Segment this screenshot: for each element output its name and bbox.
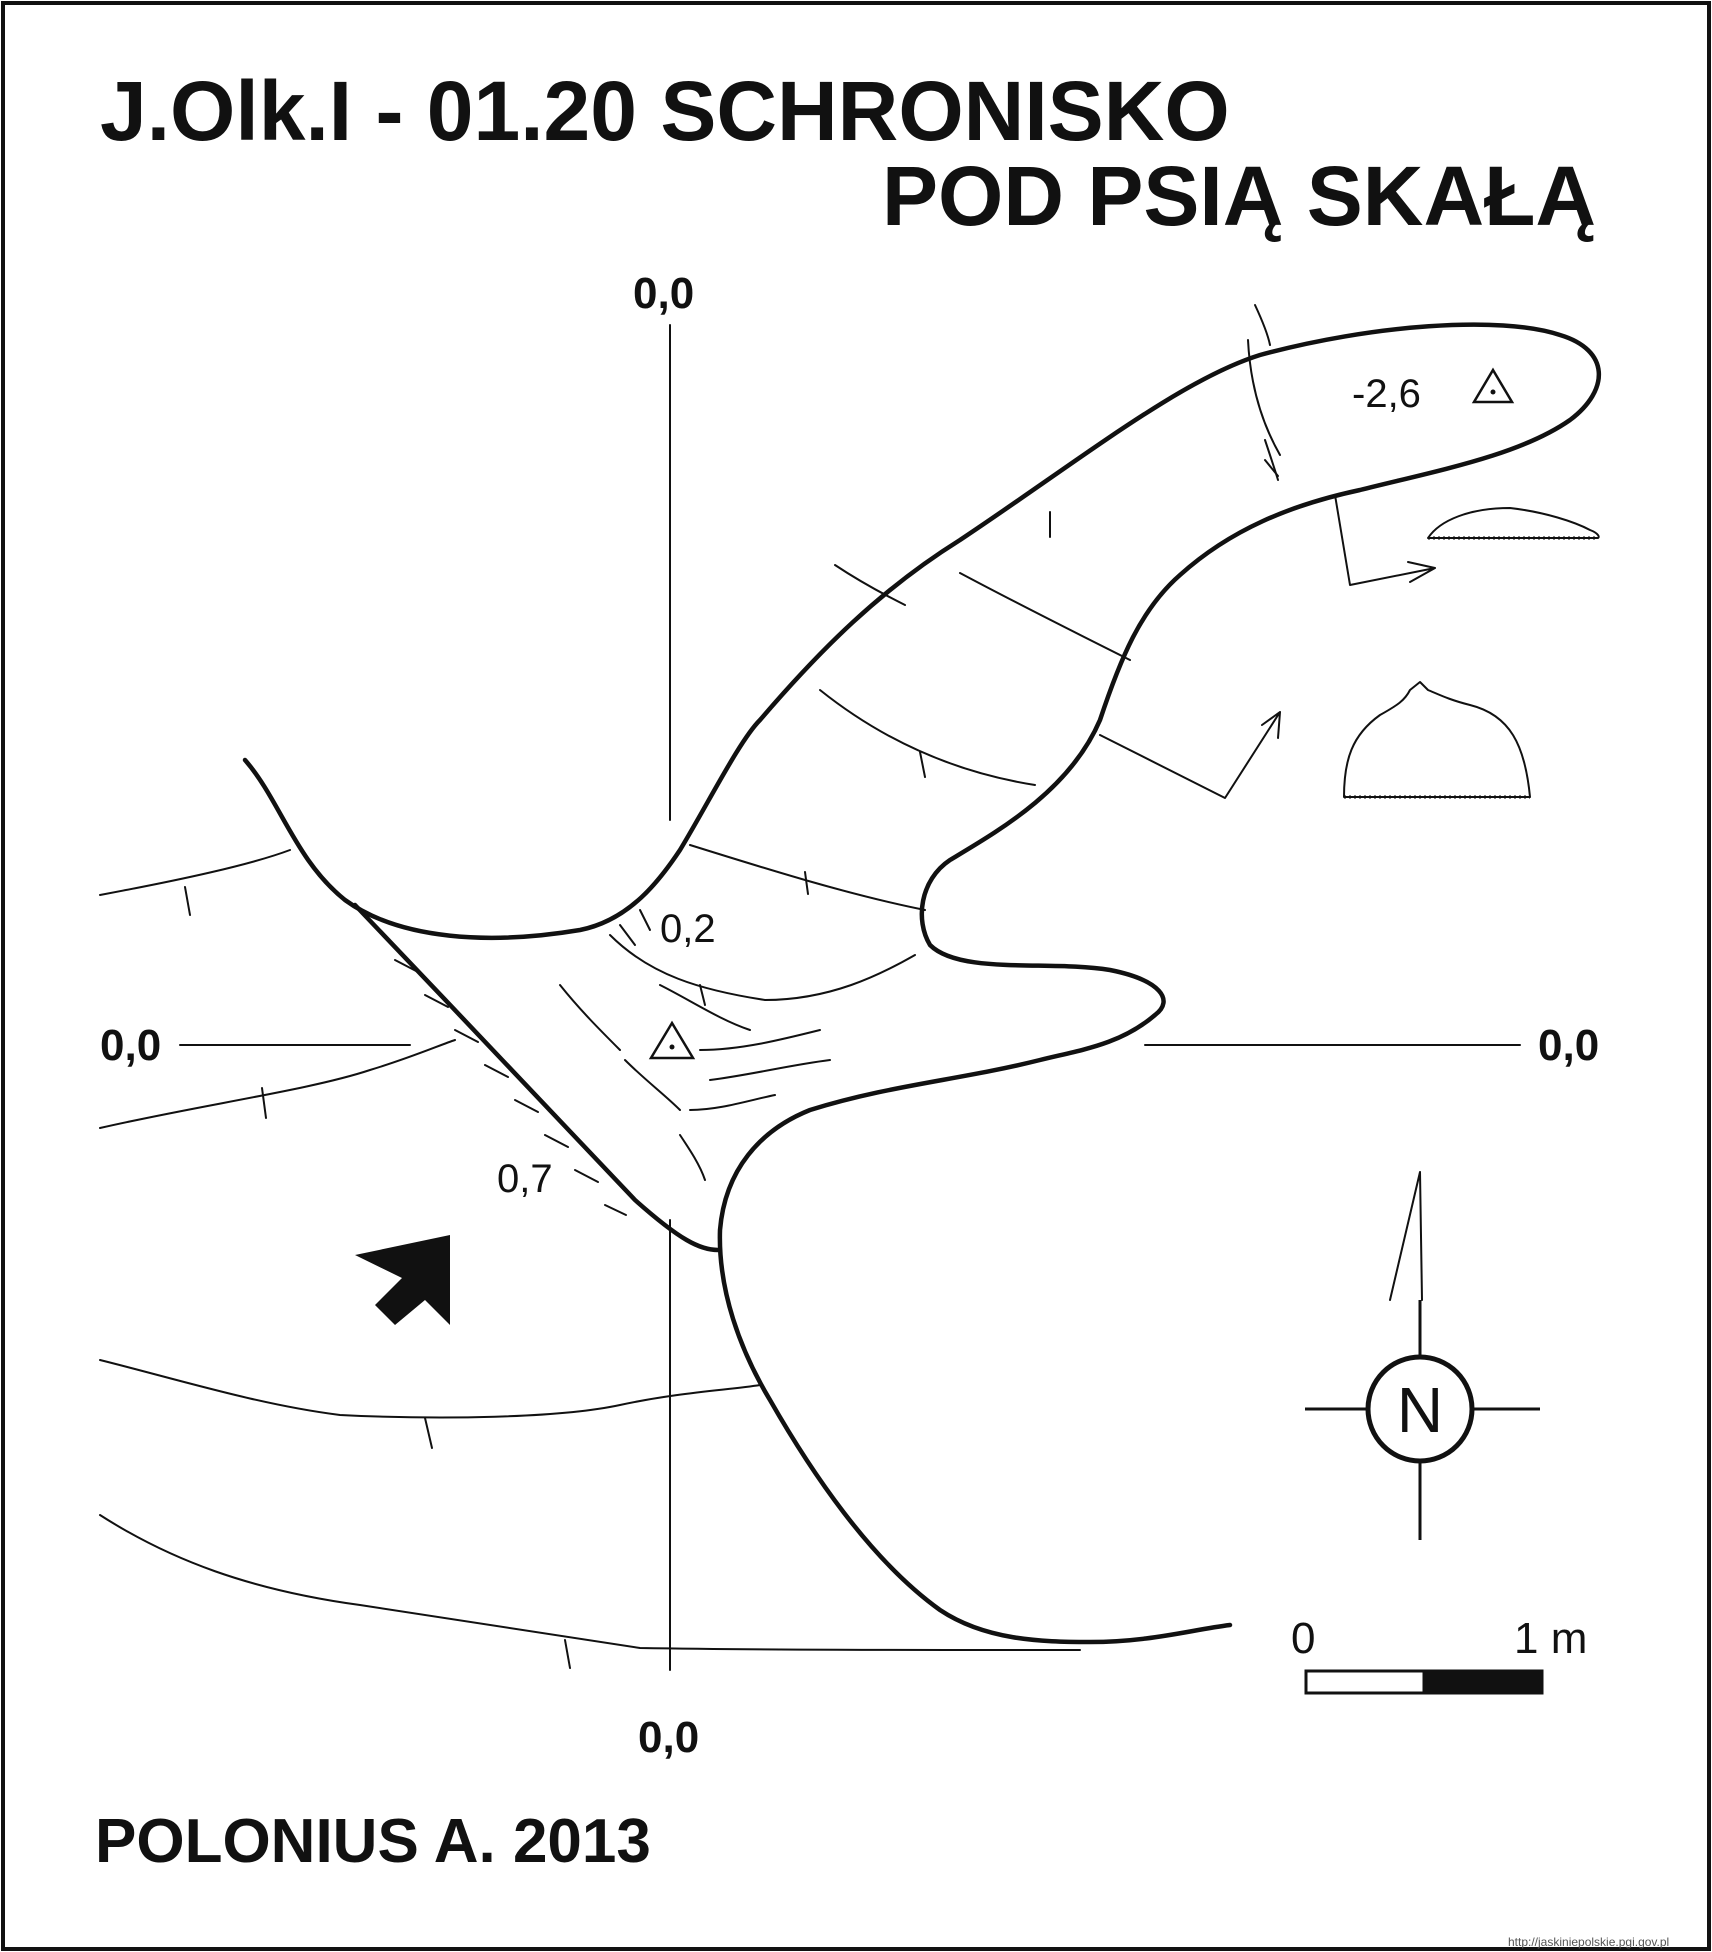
contour-tick-4 (564, 1639, 571, 1669)
scale-bar: 0 1 m (1291, 1614, 1587, 1695)
north-arrow: N (1305, 1171, 1540, 1540)
map-title-line2: POD PSIĄ SKAŁĄ (882, 149, 1596, 243)
section-line-4 (689, 844, 926, 911)
depth-label-middle-upper: 0,2 (660, 907, 716, 951)
scale-start-label: 0 (1291, 1614, 1315, 1663)
axis-label-left: 0,0 (100, 1021, 161, 1070)
north-pointer (1389, 1171, 1423, 1301)
station-triangle-end (1471, 367, 1515, 404)
section-line-3 (819, 689, 1036, 786)
survey-stations (648, 367, 1515, 1060)
scale-end-label: 1 m (1514, 1614, 1587, 1663)
cross-section-profiles (1343, 507, 1600, 799)
north-label: N (1397, 1374, 1443, 1446)
depth-label-middle-lower: 0,7 (497, 1157, 553, 1201)
section-line-5 (609, 934, 916, 1001)
contour-left-lower (99, 1359, 761, 1419)
scale-segment-black (1422, 1669, 1544, 1695)
cross-section-lines (609, 304, 1436, 1001)
slope-hachures (394, 459, 1279, 1216)
depth-label-end: -2,6 (1352, 372, 1421, 416)
map-title-line1: J.Olk.I - 01.20 SCHRONISKO (100, 64, 1230, 158)
source-url: http://jaskiniepolskie.pgi.gov.pl (1508, 1935, 1669, 1949)
entrance-arrow (355, 1235, 450, 1325)
contour-bottom (99, 1514, 1081, 1651)
section-tick-b (1264, 439, 1279, 481)
section-line-1 (1247, 339, 1281, 456)
terrain-contours (99, 849, 1081, 1669)
contour-left-upper (99, 849, 291, 896)
cave-lower-wall (352, 902, 721, 1253)
axis-label-bottom: 0,0 (638, 1713, 699, 1762)
scale-segment-white (1304, 1669, 1426, 1695)
contour-tick-1 (184, 886, 191, 916)
section-line-6 (834, 564, 906, 606)
contour-tick-3 (424, 1417, 433, 1449)
section-arrow-2 (1099, 711, 1281, 799)
cave-walls (242, 322, 1601, 1645)
contour-left-middle (99, 1039, 456, 1129)
profile-upper (1427, 507, 1600, 539)
grid-lines (179, 324, 1521, 1671)
section-arrow-1 (1334, 494, 1436, 586)
section-tick-a (1254, 304, 1271, 346)
station-dot-middle (669, 1044, 675, 1050)
contour-tick-2 (261, 1087, 267, 1119)
section-line-2 (959, 572, 1131, 661)
axis-label-top: 0,0 (633, 269, 694, 318)
author-credit: POLONIUS A. 2013 (95, 1807, 651, 1876)
north-circle (1365, 1354, 1475, 1464)
cave-upper-wall (242, 322, 1601, 1645)
profile-lower (1343, 681, 1531, 798)
station-triangle-middle (648, 1020, 696, 1060)
axis-label-right: 0,0 (1538, 1021, 1599, 1070)
station-dot-end (1490, 389, 1496, 395)
